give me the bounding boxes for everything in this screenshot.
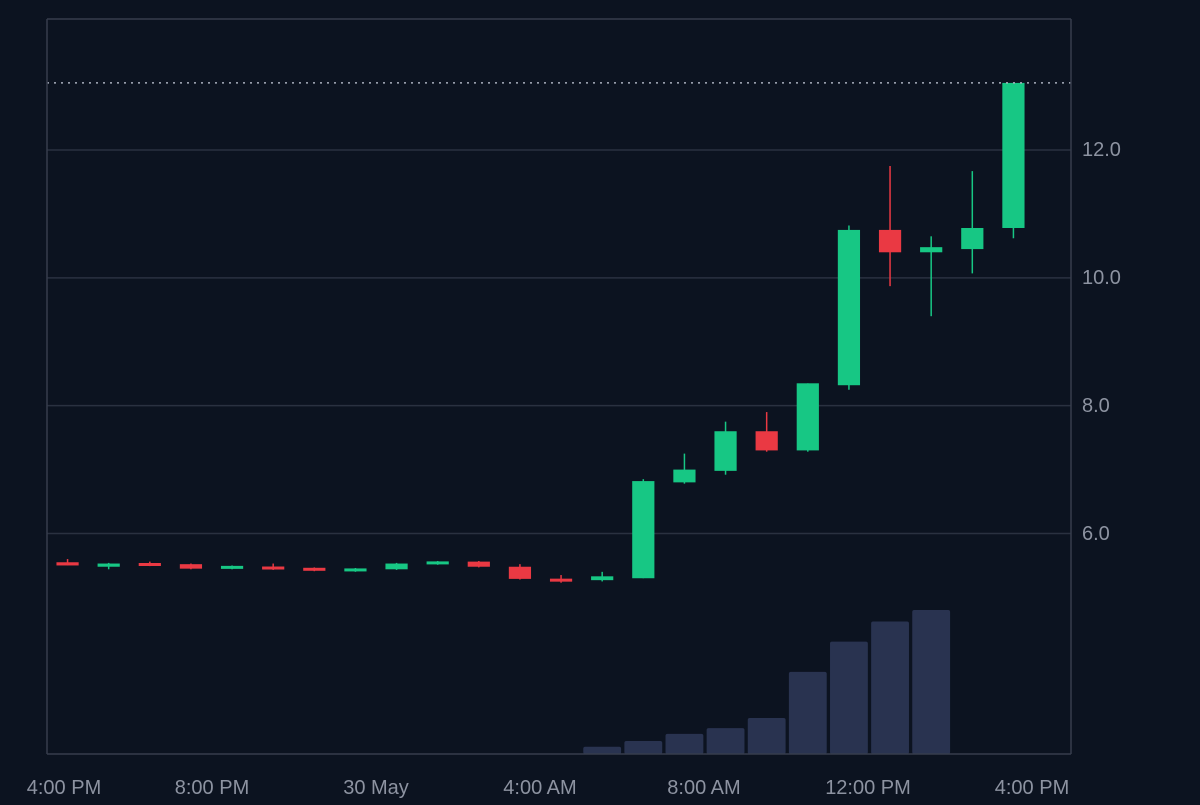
x-tick-label: 4:00 PM xyxy=(27,777,101,799)
volume-bar xyxy=(747,718,786,754)
y-tick-label: 8.0 xyxy=(1082,395,1110,417)
candle-body xyxy=(179,564,203,569)
candle xyxy=(508,564,532,580)
x-tick-label: 30 May xyxy=(343,777,409,799)
candle xyxy=(961,171,984,274)
candle-body xyxy=(344,568,367,572)
candle xyxy=(344,568,367,572)
x-tick-label: 4:00 PM xyxy=(995,777,1069,799)
candle-body xyxy=(262,566,285,570)
candle-body xyxy=(961,227,984,250)
volume-bar xyxy=(624,741,663,754)
candle xyxy=(56,559,79,566)
x-tick-label: 8:00 AM xyxy=(667,777,740,799)
volume-bar xyxy=(871,621,909,754)
y-tick-label: 6.0 xyxy=(1082,523,1110,545)
x-axis-labels: 4:00 PM 8:00 PM 30 May 4:00 AM 8:00 AM 1… xyxy=(27,777,1069,799)
volume-bars xyxy=(583,610,951,754)
candle-body xyxy=(56,562,79,566)
candle xyxy=(179,563,203,570)
gridlines xyxy=(47,149,1071,535)
volume-bar xyxy=(583,746,622,754)
candle-body xyxy=(385,563,408,570)
candle xyxy=(714,421,737,475)
candle-body xyxy=(97,563,120,567)
candle-body xyxy=(837,229,861,386)
candle-body xyxy=(755,431,778,451)
y-tick-label: 12.0 xyxy=(1082,139,1121,161)
candle-body xyxy=(632,481,655,579)
volume-bar xyxy=(912,610,951,754)
volume-bar xyxy=(788,671,827,754)
candle-body xyxy=(1002,82,1025,228)
candle xyxy=(878,166,902,287)
x-tick-label: 12:00 PM xyxy=(825,777,911,799)
candle-body xyxy=(591,576,614,581)
candle xyxy=(920,236,943,317)
y-tick-label: 10.0 xyxy=(1082,267,1121,289)
candle xyxy=(673,453,696,484)
candle-body xyxy=(796,383,819,451)
candle xyxy=(385,562,408,570)
candle-body xyxy=(467,561,490,567)
candle-body xyxy=(920,247,943,253)
candle xyxy=(262,563,285,570)
candle xyxy=(796,383,819,452)
candle-body xyxy=(508,566,532,579)
x-tick-label: 4:00 AM xyxy=(503,777,576,799)
volume-bar xyxy=(706,728,745,754)
candle xyxy=(549,575,573,583)
candle xyxy=(220,565,244,570)
candle-body xyxy=(138,562,161,566)
volume-bar xyxy=(830,641,868,754)
candle xyxy=(426,560,449,565)
volume-bar xyxy=(665,733,704,754)
candle-body xyxy=(549,578,573,582)
candle xyxy=(632,479,655,579)
candle-body xyxy=(220,565,244,569)
candle xyxy=(467,560,490,568)
candle-body xyxy=(714,431,737,471)
candle xyxy=(303,567,326,572)
x-tick-label: 8:00 PM xyxy=(175,777,249,799)
plot-frame xyxy=(46,18,1072,755)
candle xyxy=(1002,82,1025,239)
candle xyxy=(97,562,120,570)
candle xyxy=(755,412,778,452)
candle-body xyxy=(878,229,902,253)
candles xyxy=(56,82,1025,583)
candle xyxy=(138,561,161,567)
y-axis-labels: 6.0 8.0 10.0 12.0 xyxy=(1082,139,1121,545)
candle-body xyxy=(303,567,326,571)
candle xyxy=(837,225,861,390)
candle-body xyxy=(673,469,696,483)
candle-body xyxy=(426,561,449,565)
candle xyxy=(591,571,614,582)
